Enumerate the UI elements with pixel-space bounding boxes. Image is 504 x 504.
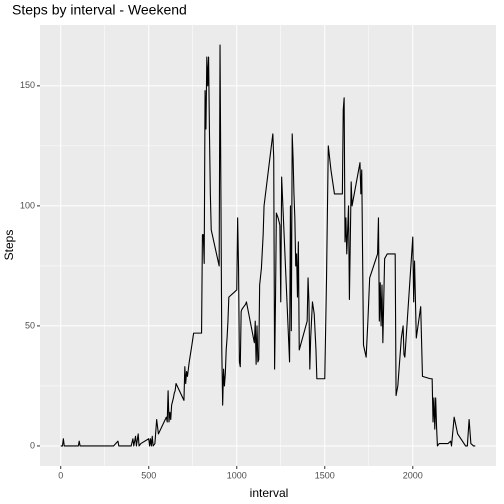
y-tick-label: 100 bbox=[20, 200, 35, 210]
x-axis-title: interval bbox=[250, 486, 289, 500]
y-tick-label: 150 bbox=[20, 80, 35, 90]
plot-panel bbox=[40, 25, 496, 466]
x-tick-label: 500 bbox=[141, 470, 156, 480]
y-axis-title: Steps bbox=[2, 230, 16, 261]
data-line bbox=[60, 44, 476, 447]
chart-title: Steps by interval - Weekend bbox=[12, 2, 187, 18]
x-tick-label: 0 bbox=[58, 470, 63, 480]
y-tick-label: 50 bbox=[25, 320, 35, 330]
x-tick-label: 1500 bbox=[315, 470, 335, 480]
x-tick-label: 1000 bbox=[227, 470, 247, 480]
x-tick-label: 2000 bbox=[403, 470, 423, 480]
y-tick-label: 0 bbox=[30, 440, 35, 450]
